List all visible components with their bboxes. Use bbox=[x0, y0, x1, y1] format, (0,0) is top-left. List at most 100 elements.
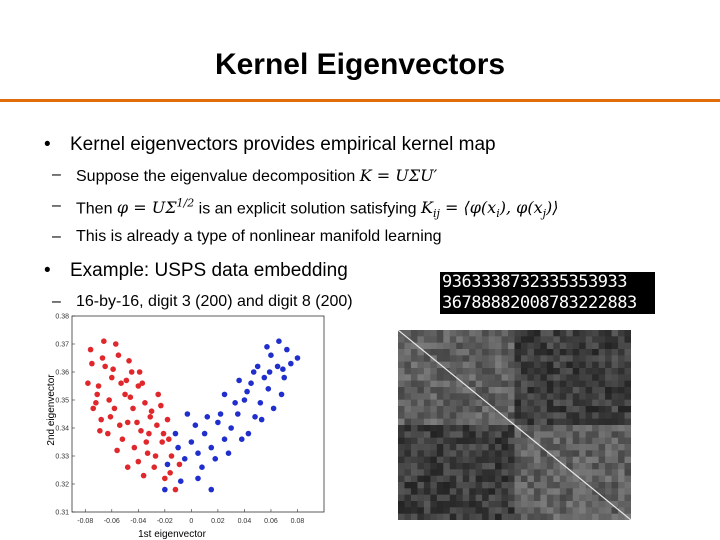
kernel-matrix-cell bbox=[410, 431, 418, 438]
kernel-matrix-cell bbox=[443, 444, 451, 451]
kernel-matrix-cell bbox=[410, 425, 418, 432]
kernel-matrix-cell bbox=[482, 330, 489, 337]
kernel-matrix-cell bbox=[618, 418, 625, 426]
kernel-matrix-cell bbox=[501, 507, 509, 514]
kernel-matrix-cell bbox=[508, 406, 515, 413]
kernel-matrix-cell bbox=[501, 418, 509, 426]
kernel-matrix-cell bbox=[469, 361, 476, 369]
kernel-matrix-cell bbox=[540, 450, 548, 457]
kernel-matrix-cell bbox=[423, 342, 431, 350]
kernel-matrix-cell bbox=[533, 501, 541, 508]
kernel-matrix-cell bbox=[618, 406, 625, 413]
kernel-matrix-cell bbox=[508, 469, 515, 476]
kernel-matrix-cell bbox=[514, 361, 522, 369]
kernel-matrix-cell bbox=[443, 399, 451, 407]
kernel-matrix-cell bbox=[398, 425, 405, 432]
kernel-matrix-cell bbox=[611, 368, 619, 375]
kernel-matrix-cell bbox=[611, 406, 619, 413]
kernel-matrix-cell bbox=[430, 444, 438, 451]
kernel-matrix-cell bbox=[618, 380, 625, 388]
kernel-matrix-cell bbox=[592, 349, 599, 356]
kernel-matrix-cell bbox=[592, 469, 599, 476]
x-tick-label: -0.06 bbox=[104, 518, 120, 525]
kernel-matrix-cell bbox=[436, 425, 444, 432]
kernel-matrix-cell bbox=[566, 437, 574, 445]
kernel-matrix-cell bbox=[572, 425, 580, 432]
kernel-matrix-cell bbox=[456, 475, 464, 483]
kernel-matrix-cell bbox=[611, 494, 619, 502]
kernel-matrix-cell bbox=[469, 456, 476, 464]
kernel-matrix-cell bbox=[488, 437, 496, 445]
kernel-matrix-cell bbox=[423, 425, 431, 432]
kernel-matrix-cell bbox=[514, 437, 522, 445]
kernel-matrix-cell bbox=[462, 355, 470, 362]
kernel-matrix-cell bbox=[456, 482, 464, 489]
kernel-matrix-cell bbox=[624, 456, 631, 464]
eigenvector-scatter-plot: 1st eigenvector 2nd eigenvector -0.08 -0.… bbox=[46, 314, 325, 540]
kernel-matrix-cell bbox=[410, 482, 418, 489]
kernel-matrix-cell bbox=[423, 463, 431, 470]
kernel-matrix-cell bbox=[624, 399, 631, 407]
kernel-matrix-cell bbox=[624, 393, 631, 400]
data-point-digit3 bbox=[112, 341, 119, 347]
kernel-matrix-cell bbox=[462, 437, 470, 445]
kernel-matrix-cell bbox=[520, 456, 528, 464]
kernel-matrix-cell bbox=[553, 368, 561, 375]
data-point-digit8 bbox=[258, 416, 265, 423]
kernel-matrix-cell bbox=[533, 475, 541, 483]
kernel-matrix-cell bbox=[495, 368, 502, 375]
data-point-digit3 bbox=[111, 405, 118, 412]
kernel-matrix-cell bbox=[508, 482, 515, 489]
kernel-matrix-cell bbox=[598, 406, 606, 413]
kernel-matrix-cell bbox=[475, 336, 483, 343]
kernel-matrix-cell bbox=[495, 513, 502, 520]
kernel-matrix-cell bbox=[482, 393, 489, 400]
kernel-matrix-cell bbox=[540, 342, 548, 350]
kernel-matrix-cell bbox=[508, 513, 515, 520]
kernel-matrix-cell bbox=[482, 342, 489, 350]
kernel-matrix-cell bbox=[469, 418, 476, 426]
kernel-matrix-cell bbox=[585, 456, 593, 464]
kernel-matrix-cell bbox=[436, 330, 444, 337]
data-point-digit8 bbox=[212, 456, 219, 462]
kernel-matrix-cell bbox=[598, 393, 606, 400]
kernel-matrix-cell bbox=[443, 513, 451, 520]
kernel-matrix-cell bbox=[398, 393, 405, 400]
kernel-matrix-cell bbox=[508, 437, 515, 445]
sub-bullet-1-2-text2: is an explicit solution satisfying bbox=[198, 200, 417, 218]
kernel-matrix-cell bbox=[527, 482, 535, 489]
kernel-matrix-cell bbox=[449, 380, 457, 388]
kernel-matrix-cell bbox=[501, 374, 509, 381]
kernel-matrix-cell bbox=[566, 406, 574, 413]
kernel-matrix-cell bbox=[592, 374, 599, 381]
kernel-matrix-cell bbox=[456, 444, 464, 451]
kernel-matrix-cell bbox=[585, 380, 593, 388]
data-point-digit3 bbox=[95, 383, 102, 389]
kernel-matrix-cell bbox=[598, 349, 606, 356]
kernel-matrix-cell bbox=[449, 368, 457, 375]
kernel-matrix-cell bbox=[598, 336, 606, 343]
kernel-matrix-cell bbox=[508, 361, 515, 369]
sub-bullet-1-3: – This is already a type of nonlinear ma… bbox=[52, 228, 442, 245]
kernel-matrix-cell bbox=[605, 463, 612, 470]
kernel-matrix-cell bbox=[618, 513, 625, 520]
kernel-matrix-cell bbox=[501, 456, 509, 464]
kernel-matrix-cell bbox=[527, 368, 535, 375]
kernel-matrix-cell bbox=[592, 463, 599, 470]
y-tick-label: 0.38 bbox=[55, 314, 69, 321]
kernel-matrix-cell bbox=[508, 456, 515, 464]
kernel-matrix-cell bbox=[423, 374, 431, 381]
kernel-matrix-cell bbox=[546, 494, 554, 502]
kernel-matrix-cell bbox=[559, 387, 567, 394]
kernel-matrix-cell bbox=[540, 488, 548, 495]
kernel-matrix-cell bbox=[566, 475, 574, 483]
kernel-matrix-cell bbox=[404, 418, 412, 426]
kernel-matrix-cell bbox=[469, 450, 476, 457]
kernel-matrix-cell bbox=[585, 431, 593, 438]
kernel-matrix-cell bbox=[475, 456, 483, 464]
kernel-matrix-cell bbox=[404, 469, 412, 476]
kernel-matrix-cell bbox=[618, 399, 625, 407]
kernel-matrix-cell bbox=[572, 431, 580, 438]
kernel-matrix-cell bbox=[533, 456, 541, 464]
kernel-matrix-cell bbox=[436, 374, 444, 381]
